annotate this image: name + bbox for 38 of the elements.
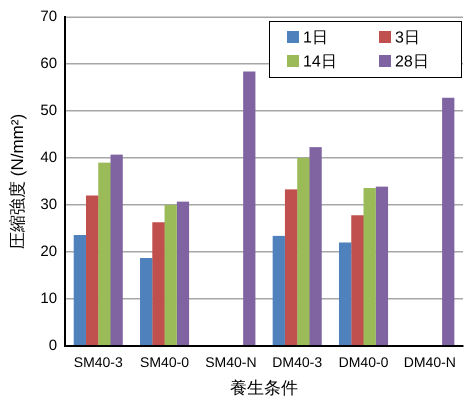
bar bbox=[297, 158, 310, 346]
bar bbox=[74, 234, 86, 346]
bar bbox=[284, 189, 298, 346]
bar bbox=[176, 202, 190, 346]
y-tick-label: 60 bbox=[40, 55, 58, 72]
bar bbox=[86, 195, 98, 346]
bar bbox=[140, 258, 152, 346]
x-axis-title: 養生条件 bbox=[230, 378, 298, 398]
bar bbox=[351, 215, 364, 346]
bar bbox=[98, 162, 111, 346]
x-tick-label: DM40-N bbox=[404, 354, 456, 370]
bar bbox=[364, 188, 376, 346]
x-tick-label: SM40-0 bbox=[140, 354, 190, 370]
y-tick-label: 10 bbox=[40, 290, 58, 307]
y-tick-label: 70 bbox=[40, 8, 58, 26]
x-tick-label: DM40-3 bbox=[272, 354, 322, 370]
y-tick-label: 30 bbox=[40, 196, 58, 214]
bar bbox=[110, 154, 123, 346]
x-tick-label: DM40-0 bbox=[338, 354, 389, 370]
legend-label: 28日 bbox=[395, 53, 429, 70]
x-tick-label: SM40-3 bbox=[74, 354, 123, 370]
x-tick-label: SM40-N bbox=[205, 354, 257, 370]
legend-label: 1日 bbox=[303, 29, 328, 46]
y-tick-label: 40 bbox=[40, 149, 58, 166]
y-tick-label: 0 bbox=[48, 336, 58, 354]
bar bbox=[272, 236, 285, 346]
bar bbox=[338, 242, 352, 346]
y-tick-label: 50 bbox=[40, 102, 58, 120]
bar bbox=[376, 186, 388, 346]
y-axis-title: 圧縮強度 (N/mm²) bbox=[8, 114, 27, 249]
y-tick-label: 20 bbox=[40, 243, 58, 260]
legend-label: 14日 bbox=[303, 53, 337, 70]
legend-label: 3日 bbox=[395, 29, 420, 46]
bar bbox=[309, 147, 322, 346]
bar bbox=[442, 98, 454, 346]
bar bbox=[164, 204, 177, 346]
bar bbox=[243, 71, 256, 346]
bar bbox=[152, 222, 165, 346]
